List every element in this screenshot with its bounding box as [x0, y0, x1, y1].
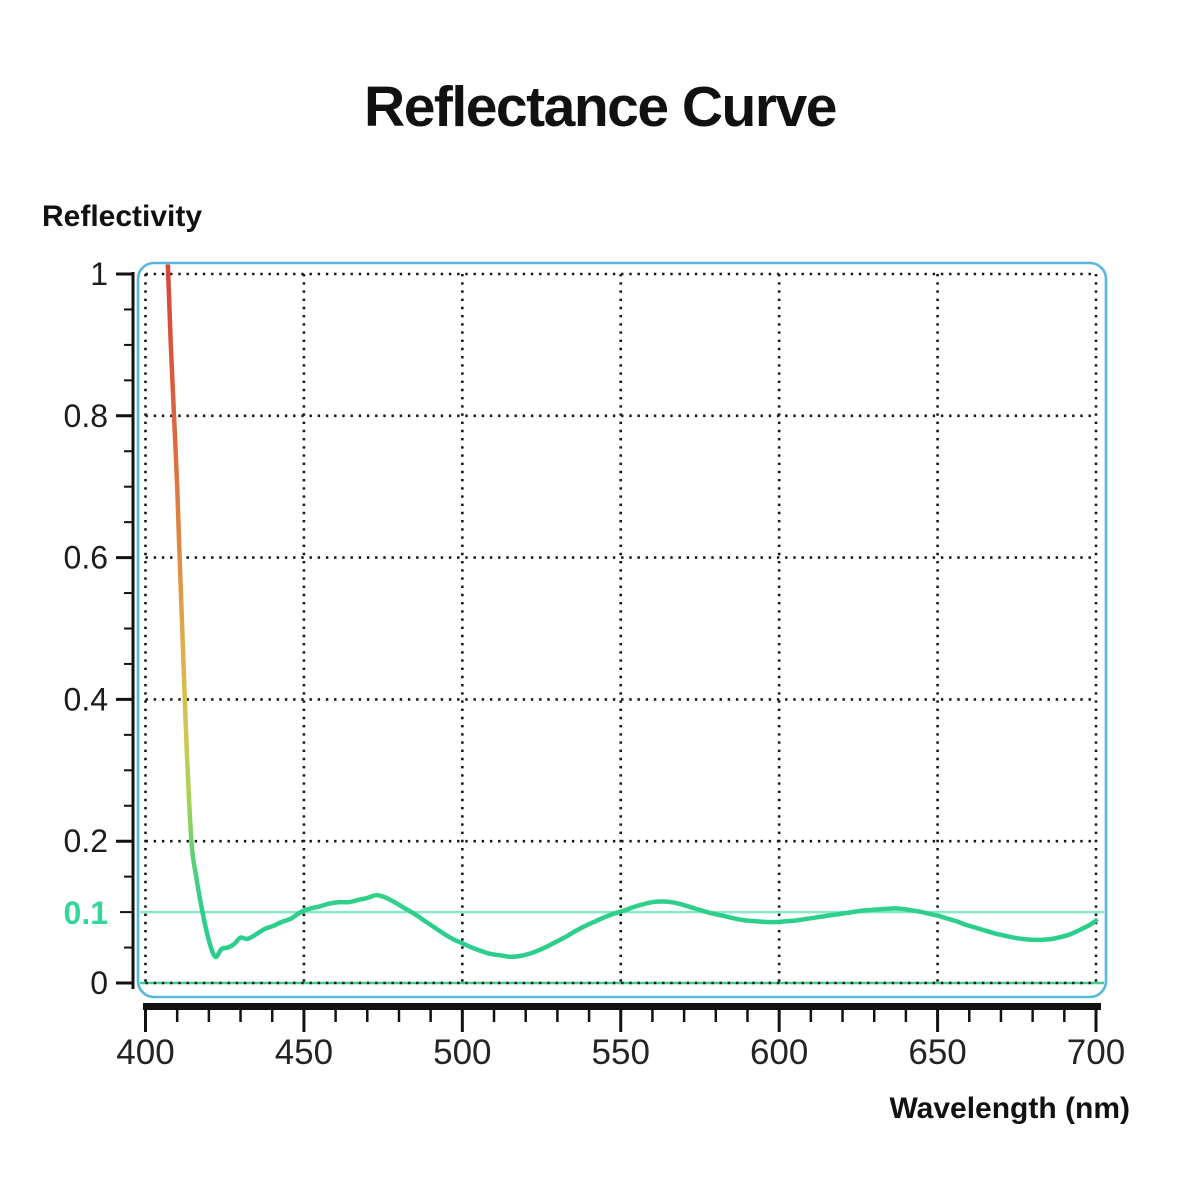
y-tick-label-highlight: 0.1	[64, 895, 108, 931]
y-axis: 0 0.2 0.4 0.6 0.8 1 0.1	[64, 256, 135, 1001]
x-tick-label: 400	[116, 1033, 174, 1072]
y-axis-title: Reflectivity	[42, 200, 203, 233]
x-axis-line	[143, 1003, 1101, 1010]
x-tick-label: 450	[275, 1033, 333, 1072]
grid	[144, 272, 1098, 985]
x-tick-label: 600	[750, 1033, 808, 1072]
x-tick-label: 500	[433, 1033, 491, 1072]
y-tick-label: 0.4	[64, 681, 108, 717]
chart-title: Reflectance Curve	[364, 75, 837, 139]
plot-border	[136, 261, 1108, 999]
y-tick-label: 0.6	[64, 540, 108, 576]
x-tick-label: 700	[1067, 1033, 1125, 1072]
y-tick-label: 0.2	[64, 823, 108, 859]
x-axis: 400 450 500 550 600 650 700	[116, 1003, 1125, 1072]
y-tick-label: 0	[90, 965, 108, 1001]
x-tick-label: 550	[592, 1033, 650, 1072]
y-tick-label: 1	[90, 256, 108, 292]
y-tick-label: 0.8	[64, 398, 108, 434]
reflectance-curve	[165, 264, 1099, 960]
x-axis-title: Wavelength (nm)	[889, 1092, 1130, 1125]
x-tick-label: 650	[908, 1033, 966, 1072]
